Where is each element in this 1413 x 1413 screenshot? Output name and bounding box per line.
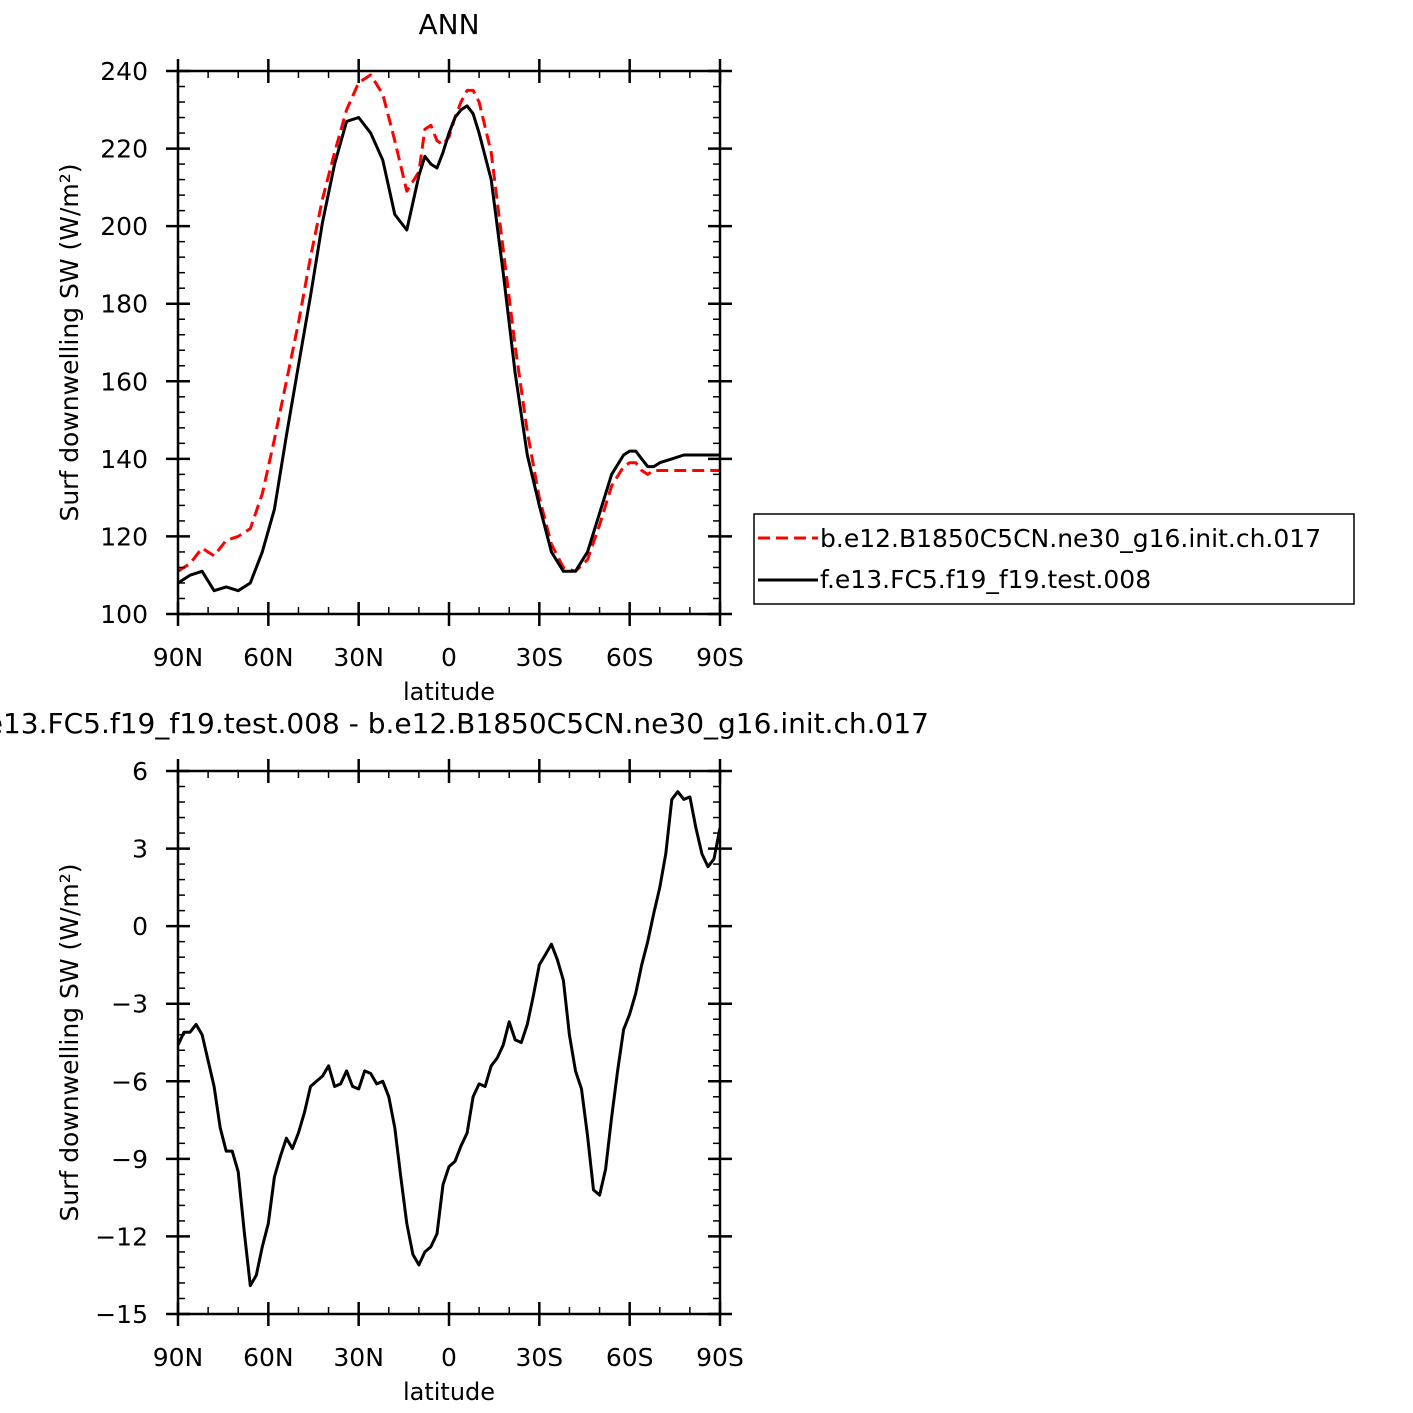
y-tick-label: −6 <box>111 1067 148 1096</box>
x-tick-label: 90N <box>153 1343 204 1372</box>
x-tick-label: 0 <box>441 643 457 672</box>
y-tick-label: 3 <box>132 835 148 864</box>
bottom-chart: f.e13.FC5.f19_f19.test.008 - b.e12.B1850… <box>0 707 929 1406</box>
y-axis-label: Surf downwelling SW (W/m²) <box>55 163 84 521</box>
y-tick-label: −9 <box>111 1145 148 1174</box>
y-tick-label: 100 <box>100 600 148 629</box>
x-tick-label: 60N <box>243 1343 294 1372</box>
x-tick-label: 60S <box>606 643 654 672</box>
x-tick-label: 30N <box>333 643 384 672</box>
x-tick-label: 60S <box>606 1343 654 1372</box>
series-line-1 <box>178 73 720 573</box>
chart-title: ANN <box>418 8 479 41</box>
x-tick-label: 0 <box>441 1343 457 1372</box>
y-tick-label: −15 <box>95 1300 148 1329</box>
x-tick-label: 90S <box>696 1343 744 1372</box>
y-tick-label: 240 <box>100 57 148 86</box>
x-tick-label: 90S <box>696 643 744 672</box>
legend: b.e12.B1850C5CN.ne30_g16.init.ch.017 f.e… <box>753 513 1355 605</box>
y-tick-label: 220 <box>100 135 148 164</box>
x-tick-label: 60N <box>243 643 294 672</box>
legend-label-series-2: f.e13.FC5.f19_f19.test.008 <box>820 565 1151 594</box>
x-tick-label: 30S <box>515 643 563 672</box>
y-tick-label: −12 <box>95 1222 148 1251</box>
legend-label-series-1: b.e12.B1850C5CN.ne30_g16.init.ch.017 <box>820 524 1321 553</box>
y-tick-label: 120 <box>100 522 148 551</box>
plot-frame <box>176 69 722 616</box>
y-tick-label: 6 <box>132 757 148 786</box>
y-tick-label: 200 <box>100 212 148 241</box>
series-line-1 <box>178 790 720 1288</box>
chart-title: f.e13.FC5.f19_f19.test.008 - b.e12.B1850… <box>0 707 929 740</box>
x-axis-label: latitude <box>403 1378 495 1406</box>
x-tick-label: 30N <box>333 1343 384 1372</box>
series-line-2 <box>178 104 720 593</box>
plot-frame <box>176 769 722 1316</box>
y-tick-label: 140 <box>100 445 148 474</box>
y-tick-label: 160 <box>100 367 148 396</box>
y-tick-label: −3 <box>111 990 148 1019</box>
top-chart: ANN 90N 60N 30N 0 30S 60S 90S 100 120 140 160 180 200… <box>55 8 744 706</box>
y-axis-label: Surf downwelling SW (W/m²) <box>55 863 84 1221</box>
x-tick-label: 90N <box>153 643 204 672</box>
legend-box <box>753 513 1355 605</box>
y-tick-label: 180 <box>100 290 148 319</box>
x-tick-label: 30S <box>515 1343 563 1372</box>
x-axis-label: latitude <box>403 678 495 706</box>
y-tick-label: 0 <box>132 912 148 941</box>
